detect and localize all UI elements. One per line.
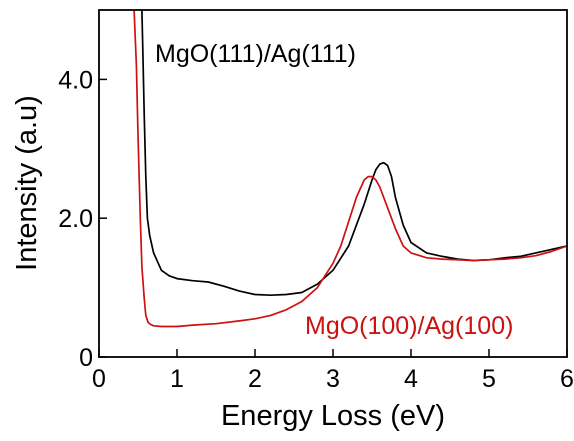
- x-tick-label: 3: [326, 365, 340, 393]
- series-label-mgo100: MgO(100)/Ag(100): [305, 312, 513, 340]
- series-line-1: [133, 10, 567, 328]
- y-tick-label: 4.0: [58, 66, 93, 94]
- x-tick-label: 0: [92, 365, 106, 393]
- series-label-mgo111: MgO(111)/Ag(111): [155, 40, 356, 68]
- y-tick-label: 0: [79, 344, 93, 372]
- x-tick-label: 1: [170, 365, 184, 393]
- x-axis-title: Energy Loss (eV): [221, 400, 445, 432]
- x-tick-label: 2: [248, 365, 262, 393]
- y-tick-label: 2.0: [58, 205, 93, 233]
- x-tick-label: 5: [482, 365, 496, 393]
- x-tick-label: 6: [560, 365, 574, 393]
- plot-frame: [98, 9, 568, 358]
- y-axis-title: Intensity (a.u): [11, 95, 43, 271]
- series-layer: [133, 10, 567, 328]
- x-tick-label: 4: [404, 365, 418, 393]
- ticks-layer: 0 1 2 3 4 5 6 0 2.0 4.0: [58, 66, 574, 393]
